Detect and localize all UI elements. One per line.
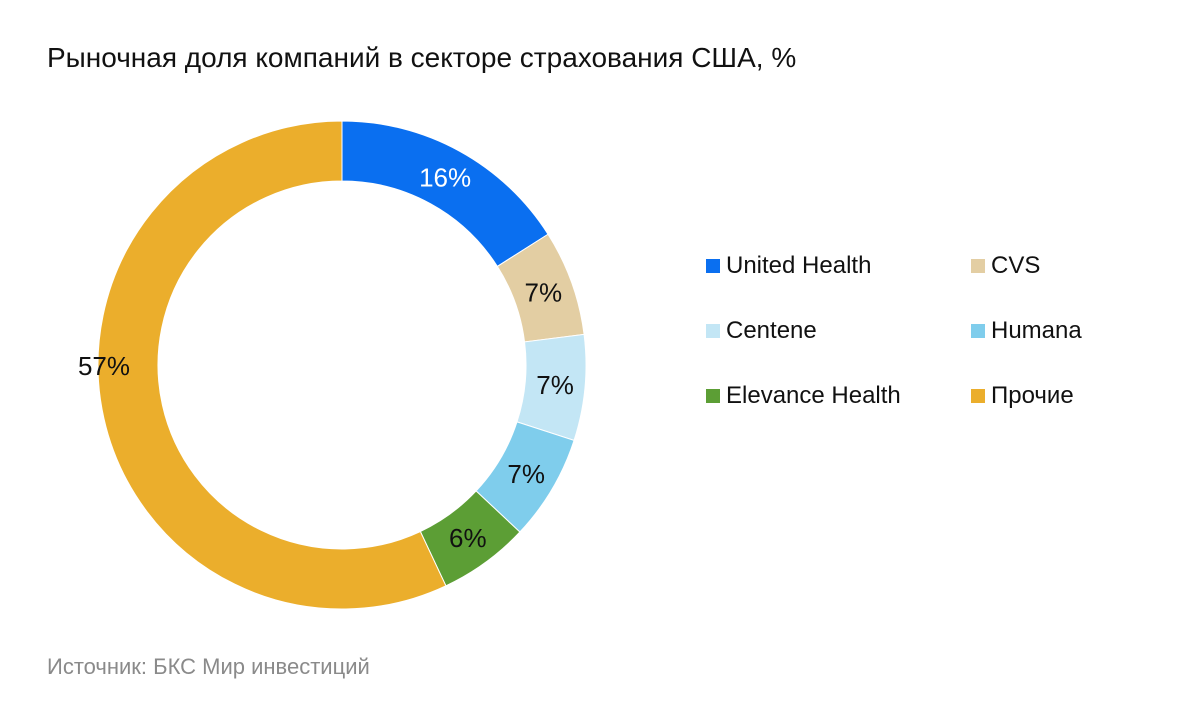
legend-item-cvs: CVS bbox=[971, 250, 1146, 282]
legend-item-humana: Humana bbox=[971, 315, 1146, 347]
chart-legend: United Health CVS Centene Humana Elevance He… bbox=[706, 250, 1146, 412]
data-label-cvs: 7% bbox=[525, 278, 563, 308]
source-note: Источник: БКС Мир инвестиций bbox=[47, 654, 370, 679]
legend-item-elevance-health: Elevance Health bbox=[706, 380, 971, 412]
legend-swatch bbox=[706, 389, 720, 403]
donut-data-labels: 16% 7% 7% 7% 6% 57% bbox=[78, 162, 574, 553]
legend-label: Humana bbox=[991, 317, 1082, 344]
legend-swatch bbox=[971, 324, 985, 338]
legend-swatch bbox=[971, 389, 985, 403]
data-label-other-5: 57% bbox=[78, 351, 130, 381]
donut-chart: 16% 7% 7% 7% 6% 57% bbox=[78, 120, 587, 610]
legend-swatch bbox=[706, 259, 720, 273]
legend-label: Centene bbox=[726, 317, 817, 344]
data-label-humana: 7% bbox=[507, 459, 545, 489]
data-label-united-health: 16% bbox=[419, 162, 471, 192]
slice-other-5 bbox=[97, 120, 447, 610]
legend-item-centene: Centene bbox=[706, 315, 971, 347]
legend-swatch bbox=[971, 259, 985, 273]
chart-title: Рыночная доля компаний в секторе страхов… bbox=[47, 42, 797, 73]
legend-item-united-health: United Health bbox=[706, 250, 971, 282]
legend-label: CVS bbox=[991, 252, 1041, 279]
donut-slices bbox=[97, 120, 587, 610]
legend-label: Прочие bbox=[991, 382, 1074, 409]
data-label-elevance-health: 6% bbox=[449, 523, 487, 553]
legend-item-other-5: Прочие bbox=[971, 380, 1146, 412]
data-label-centene: 7% bbox=[536, 370, 574, 400]
legend-label: Elevance Health bbox=[726, 382, 901, 409]
legend-label: United Health bbox=[726, 252, 872, 279]
legend-swatch bbox=[706, 324, 720, 338]
slice-united-health bbox=[341, 120, 549, 268]
